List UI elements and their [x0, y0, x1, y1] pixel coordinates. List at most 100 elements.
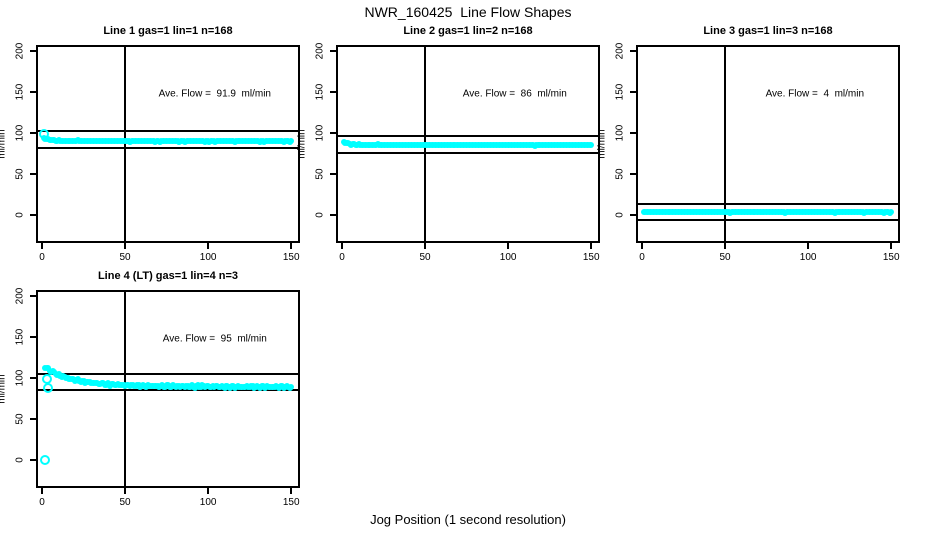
data-point — [288, 137, 295, 144]
plot-area: Ave. Flow = 91.9 ml/min 0 50 100 150 200 0 50 1… — [15, 42, 300, 263]
x-axis-tick — [724, 241, 727, 249]
y-tick-label: 50 — [14, 168, 26, 180]
outlier-point — [40, 455, 51, 466]
y-axis-tick — [30, 459, 38, 462]
panel-line-1: Line 1 gas=1 lin=1 n=168 Ave. Flow = 91.… — [0, 25, 300, 263]
y-axis-tick — [630, 90, 638, 93]
reference-line — [638, 219, 898, 222]
x-tick-label: 150 — [882, 252, 900, 263]
y-axis-label: ml/min — [296, 129, 308, 159]
x-tick-label: 50 — [719, 252, 731, 263]
x-tick-label: 50 — [119, 252, 131, 263]
y-tick-label: 100 — [614, 124, 626, 142]
reference-line — [38, 146, 298, 149]
y-axis-tick — [30, 49, 38, 52]
data-point — [288, 383, 295, 390]
y-axis-tick — [630, 214, 638, 217]
y-axis-tick — [30, 90, 38, 93]
reference-line — [638, 202, 898, 205]
y-axis-tick — [30, 376, 38, 379]
y-axis-tick — [30, 214, 38, 217]
x-axis-tick — [290, 241, 293, 249]
x-tick-label: 150 — [582, 252, 600, 263]
y-axis-label: ml/min — [596, 129, 608, 159]
y-tick-label: 200 — [614, 42, 626, 59]
y-tick-label: 0 — [14, 457, 26, 464]
y-tick-label: 150 — [614, 83, 626, 101]
y-tick-label: 200 — [14, 287, 26, 304]
y-tick-label: 0 — [614, 212, 626, 219]
y-axis-tick — [330, 131, 338, 134]
avg-flow-annotation: Ave. Flow = 86 ml/min — [462, 88, 567, 100]
reference-line — [338, 135, 598, 138]
x-axis-tick — [807, 241, 810, 249]
y-axis-tick — [630, 49, 638, 52]
y-tick-label: 100 — [14, 124, 26, 142]
plot-area: Ave. Flow = 4 ml/min 0 50 100 150 200 0 50 100 1… — [615, 42, 900, 263]
outlier-point — [39, 128, 50, 139]
x-axis-tick — [507, 241, 510, 249]
panel-line-3: Line 3 gas=1 lin=3 n=168 Ave. Flow = 4 m… — [597, 25, 900, 263]
x-axis-tick — [40, 486, 43, 494]
x-tick-label: 0 — [639, 252, 645, 263]
reference-line — [38, 130, 298, 133]
plot-area: Ave. Flow = 86 ml/min 0 50 100 150 200 0 50 100… — [315, 42, 600, 263]
x-axis-tick — [640, 241, 643, 249]
x-tick-label: 50 — [119, 497, 131, 508]
y-axis-label: ml/min — [0, 374, 8, 404]
y-tick-label: 50 — [614, 168, 626, 180]
y-axis-tick — [330, 49, 338, 52]
avg-flow-annotation: Ave. Flow = 95 ml/min — [162, 333, 267, 345]
reference-line — [38, 372, 298, 375]
x-axis-tick — [124, 486, 127, 494]
x-tick-label: 100 — [499, 252, 517, 263]
data-point — [588, 141, 595, 148]
y-tick-label: 50 — [14, 413, 26, 425]
x-axis-tick — [590, 241, 593, 249]
y-tick-label: 50 — [314, 168, 326, 180]
y-axis-tick — [30, 294, 38, 297]
y-axis-tick — [630, 173, 638, 176]
panel-line-4: Line 4 (LT) gas=1 lin=4 n=3 Ave. Flow = … — [0, 270, 300, 508]
outlier-point — [41, 373, 52, 384]
y-axis-label: ml/min — [0, 129, 8, 159]
y-axis-tick — [630, 131, 638, 134]
vertical-marker-line — [124, 292, 127, 486]
y-axis-tick — [30, 418, 38, 421]
y-tick-label: 100 — [14, 369, 26, 387]
figure-title: NWR_160425 Line Flow Shapes — [364, 4, 572, 20]
panel-line-2: Line 2 gas=1 lin=2 n=168 Ave. Flow = 86 … — [297, 25, 600, 263]
outlier-point — [42, 382, 53, 393]
avg-flow-annotation: Ave. Flow = 91.9 ml/min — [158, 88, 271, 100]
y-axis-tick — [330, 214, 338, 217]
y-tick-label: 200 — [14, 42, 26, 59]
avg-flow-annotation: Ave. Flow = 4 ml/min — [765, 88, 865, 100]
x-tick-label: 100 — [799, 252, 817, 263]
panel-title: Line 2 gas=1 lin=2 n=168 — [403, 25, 533, 37]
x-axis-tick — [207, 241, 210, 249]
y-tick-label: 150 — [14, 83, 26, 101]
x-axis-tick — [424, 241, 427, 249]
data-point — [888, 209, 895, 215]
reference-line — [38, 389, 298, 392]
plot-area: Ave. Flow = 95 ml/min 0 50 100 150 200 0 50 100… — [15, 287, 300, 508]
x-tick-label: 150 — [282, 252, 300, 263]
x-axis-tick — [207, 486, 210, 494]
x-tick-label: 100 — [199, 252, 217, 263]
x-tick-label: 0 — [39, 252, 45, 263]
x-tick-label: 150 — [282, 497, 300, 508]
x-axis-tick — [40, 241, 43, 249]
x-tick-label: 0 — [39, 497, 45, 508]
y-tick-label: 0 — [314, 212, 326, 219]
x-axis-tick — [340, 241, 343, 249]
y-tick-label: 150 — [314, 83, 326, 101]
x-axis-tick — [290, 486, 293, 494]
y-tick-label: 0 — [14, 212, 26, 219]
panel-title: Line 4 (LT) gas=1 lin=4 n=3 — [97, 270, 239, 282]
reference-line — [338, 151, 598, 154]
y-axis-tick — [30, 131, 38, 134]
y-axis-tick — [30, 173, 38, 176]
x-tick-label: 0 — [339, 252, 345, 263]
y-tick-label: 100 — [314, 124, 326, 142]
